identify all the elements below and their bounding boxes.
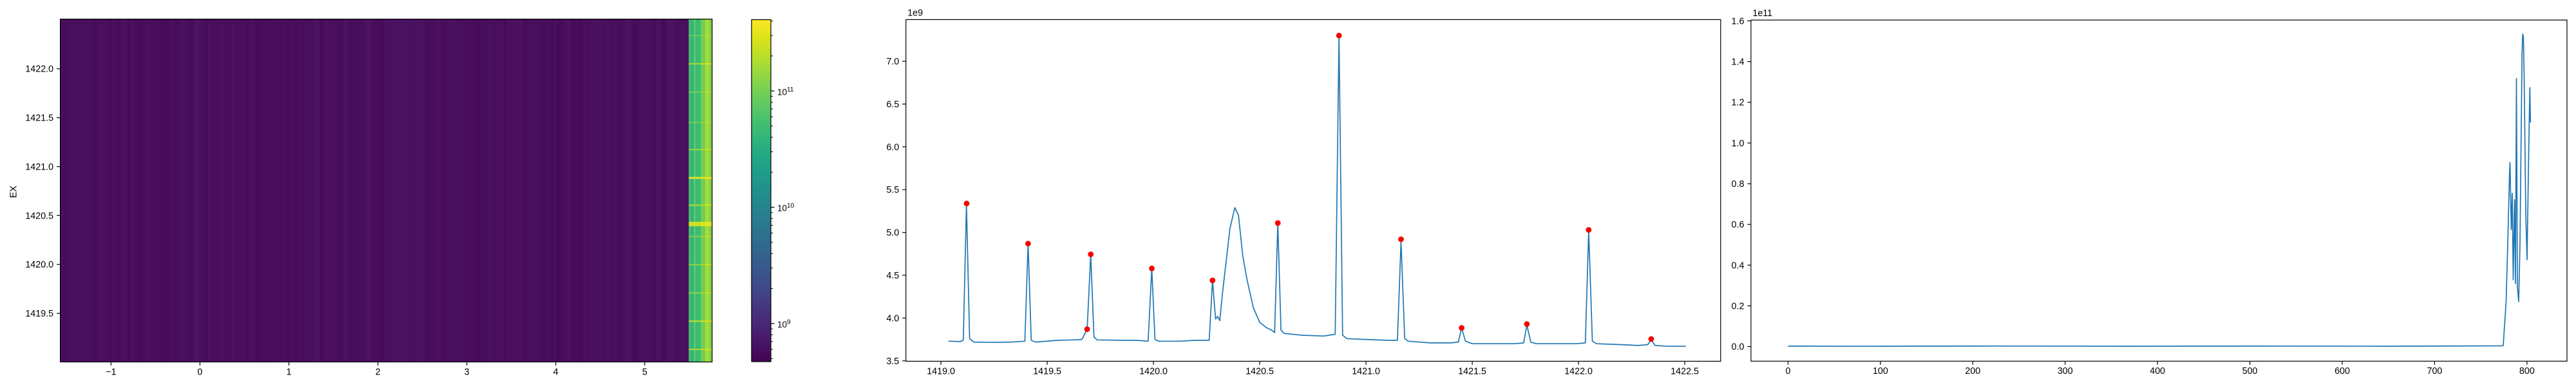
svg-text:1421.5: 1421.5: [1458, 366, 1486, 376]
svg-text:200: 200: [1965, 366, 1980, 376]
svg-text:0.8: 0.8: [1732, 179, 1745, 190]
svg-text:0.0: 0.0: [1732, 342, 1745, 353]
svg-text:300: 300: [2058, 366, 2073, 376]
svg-text:1421.0: 1421.0: [1352, 366, 1380, 376]
svg-text:1420.0: 1420.0: [1139, 366, 1168, 376]
svg-text:4.0: 4.0: [886, 313, 899, 324]
svg-text:1e11: 1e11: [1752, 8, 1772, 19]
svg-text:100: 100: [1873, 366, 1888, 376]
svg-text:5: 5: [642, 367, 647, 377]
svg-text:1420.5: 1420.5: [1245, 366, 1274, 376]
svg-text:1419.0: 1419.0: [927, 366, 955, 376]
svg-text:3: 3: [464, 367, 469, 377]
svg-text:1422.0: 1422.0: [25, 64, 53, 75]
svg-text:800: 800: [2519, 366, 2535, 376]
svg-text:700: 700: [2427, 366, 2443, 376]
svg-text:6.5: 6.5: [886, 99, 899, 110]
svg-text:1422.0: 1422.0: [1564, 366, 1593, 376]
svg-text:1421.0: 1421.0: [25, 162, 53, 173]
svg-text:0.6: 0.6: [1732, 220, 1745, 230]
svg-text:600: 600: [2334, 366, 2350, 376]
svg-text:1419.5: 1419.5: [25, 309, 53, 319]
svg-text:400: 400: [2150, 366, 2165, 376]
svg-text:1419.5: 1419.5: [1033, 366, 1061, 376]
svg-text:1.0: 1.0: [1732, 139, 1745, 149]
svg-text:1421.5: 1421.5: [25, 113, 53, 124]
svg-text:2: 2: [375, 367, 381, 377]
svg-text:1: 1: [287, 367, 292, 377]
svg-text:0: 0: [1786, 366, 1791, 376]
svg-text:1.6: 1.6: [1732, 16, 1745, 26]
svg-text:1420.5: 1420.5: [25, 211, 53, 221]
svg-text:EX: EX: [9, 186, 19, 199]
svg-text:1420.0: 1420.0: [25, 260, 53, 270]
svg-text:7.0: 7.0: [886, 57, 899, 67]
svg-text:1.4: 1.4: [1732, 57, 1745, 68]
svg-text:3.5: 3.5: [886, 356, 899, 367]
svg-text:500: 500: [2242, 366, 2258, 376]
svg-text:−1: −1: [106, 367, 116, 377]
svg-text:0.4: 0.4: [1732, 260, 1745, 271]
svg-text:0.2: 0.2: [1732, 301, 1745, 311]
svg-text:0: 0: [198, 367, 203, 377]
svg-text:1422.5: 1422.5: [1671, 366, 1699, 376]
svg-text:1e9: 1e9: [907, 8, 923, 18]
svg-text:4: 4: [553, 367, 558, 377]
svg-text:5.0: 5.0: [886, 228, 899, 239]
svg-text:4.5: 4.5: [886, 271, 899, 281]
svg-text:6.0: 6.0: [886, 142, 899, 153]
svg-text:5.5: 5.5: [886, 185, 899, 195]
svg-text:1.2: 1.2: [1732, 98, 1745, 108]
